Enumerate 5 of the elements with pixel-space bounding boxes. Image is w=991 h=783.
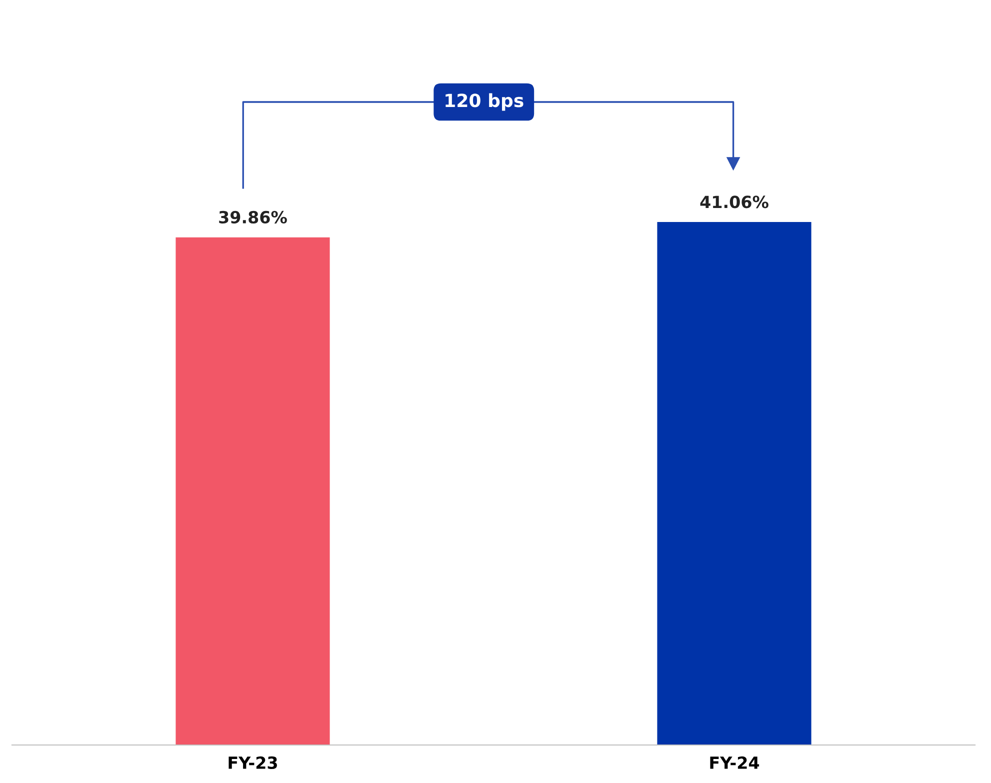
data-label: 39.86%	[219, 210, 287, 224]
x-tick-label: FY-23	[228, 756, 277, 770]
x-tick-label: FY-24	[710, 756, 760, 769]
data-label: 41.06%	[700, 196, 768, 208]
text: 120 bps	[446, 93, 524, 111]
